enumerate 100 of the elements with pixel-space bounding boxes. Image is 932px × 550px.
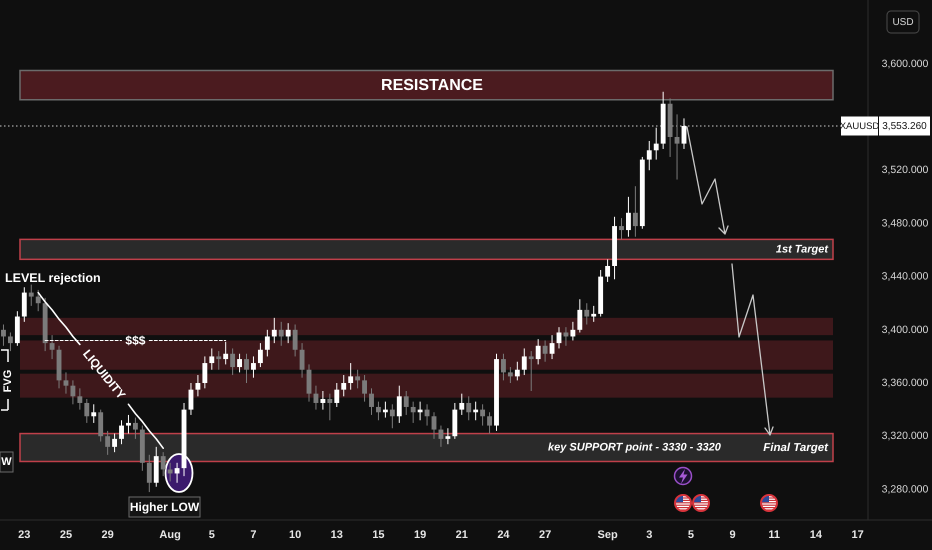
candlestick [410, 401, 416, 424]
x-tick-label: 3 [646, 529, 652, 541]
x-tick-label: 19 [414, 529, 426, 541]
candlestick [292, 324, 298, 357]
candlestick [64, 372, 68, 394]
candlestick [362, 374, 367, 402]
candlestick [209, 348, 214, 370]
candlestick [188, 382, 194, 416]
candlestick [91, 404, 96, 424]
candlestick [286, 322, 291, 344]
x-tick-label: 5 [208, 529, 215, 541]
candlestick [382, 401, 388, 418]
candlestick [438, 425, 444, 448]
candlestick [314, 385, 318, 410]
y-tick-label: 3,440.000 [882, 270, 929, 283]
candlestick [432, 412, 436, 440]
candlestick [605, 258, 610, 282]
candlestick [577, 298, 582, 333]
candlestick [22, 286, 27, 322]
candlestick [396, 385, 402, 424]
candlestick [264, 329, 270, 357]
x-tick-label: 11 [768, 529, 780, 541]
text: 3,553.260 [882, 120, 928, 132]
x-tick-label: 25 [60, 529, 72, 541]
candlestick [508, 366, 513, 384]
x-tick-label: 10 [288, 529, 302, 541]
x-tick-label: Sep [598, 529, 618, 541]
candlestick [390, 404, 395, 429]
candlestick [146, 454, 152, 493]
y-tick-label: 3,320.000 [882, 430, 929, 442]
candlestick [514, 361, 520, 381]
candlestick [459, 393, 464, 416]
x-tick-label: 13 [330, 529, 343, 541]
x-tick-label: 29 [102, 529, 114, 541]
candlestick [132, 417, 138, 440]
candlestick [418, 401, 423, 421]
candlestick [334, 382, 340, 408]
x-tick-label: 17 [851, 529, 864, 541]
candlestick [126, 414, 131, 434]
candlestick [1, 324, 6, 346]
candlestick [160, 452, 166, 477]
candlestick [376, 401, 381, 421]
series-label: $$$ [125, 333, 146, 348]
x-tick-label: 24 [497, 529, 510, 541]
candlestick [487, 412, 492, 434]
candlestick [278, 321, 284, 346]
candlestick [445, 428, 450, 445]
x-tick-label: 27 [538, 529, 552, 541]
ref-line-label: XAUUSD [840, 120, 880, 132]
annotation: Final Target [763, 442, 830, 454]
x-tick-label: 15 [372, 529, 385, 541]
candlestick [70, 380, 76, 405]
candlestick [230, 348, 236, 376]
candlestick [258, 342, 263, 368]
candlestick [119, 420, 124, 445]
candlestick [570, 321, 576, 341]
candlestick [348, 362, 354, 390]
candlestick [542, 340, 548, 362]
annotation: W [1, 456, 12, 468]
candlestick [626, 196, 631, 238]
y-tick-label: 3,400.000 [882, 324, 929, 336]
annotation: Higher LOW [130, 500, 200, 514]
candlestick [327, 393, 332, 421]
candlestick [105, 430, 110, 456]
candlestick [619, 218, 624, 240]
candlestick [466, 396, 472, 421]
candlestick [632, 186, 638, 238]
candlestick [564, 326, 568, 346]
x-tick-label: 9 [730, 529, 736, 541]
candlestick [195, 374, 200, 397]
candlestick [77, 388, 82, 410]
candlestick [550, 334, 554, 360]
candlestick [98, 409, 104, 442]
candlestick [473, 401, 478, 421]
candlestick [369, 388, 374, 416]
candlestick [355, 369, 360, 389]
candlestick [202, 356, 208, 389]
candlestick [646, 140, 652, 171]
candlestick [174, 462, 180, 484]
candlestick [480, 404, 486, 426]
candlestick [251, 356, 256, 378]
candlestick [244, 353, 249, 384]
x-tick-label: 21 [456, 529, 468, 541]
candlestick [272, 317, 277, 344]
candlestick [8, 332, 13, 352]
candlestick [404, 390, 409, 416]
annotation: LEVEL rejection [5, 271, 101, 285]
candlestick [584, 302, 590, 325]
candlestick [36, 289, 41, 312]
candlestick [50, 334, 55, 360]
band-label: key SUPPORT point - 3330 - 3320 [548, 442, 722, 454]
candlestick [556, 326, 562, 349]
candlestick [654, 127, 659, 160]
y-tick-label: 3,360.000 [882, 377, 929, 390]
y-axis-title: USD [892, 16, 914, 28]
candlestick [237, 353, 242, 373]
y-tick-label: 3,520.000 [882, 164, 929, 176]
y-tick-label: 3,280.000 [882, 483, 929, 496]
x-tick-label: 23 [18, 529, 30, 541]
candlestick [424, 404, 430, 426]
